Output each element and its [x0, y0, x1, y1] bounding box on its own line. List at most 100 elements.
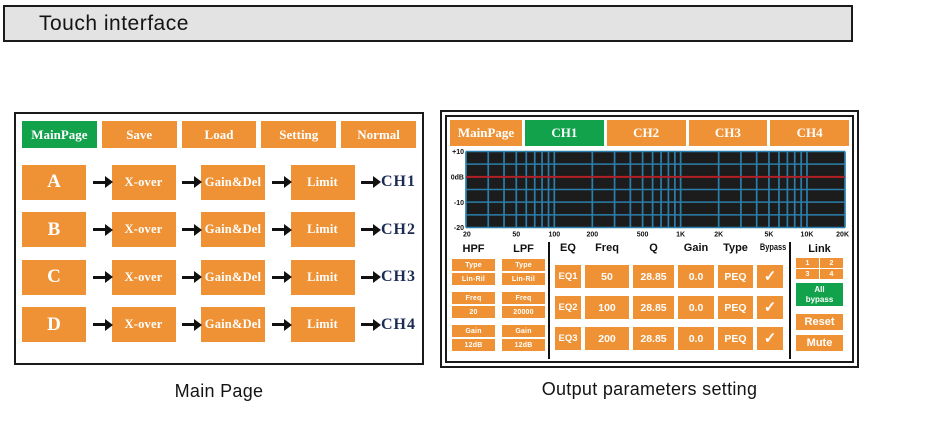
caption-main-page: Main Page — [174, 381, 264, 401]
eq2-gain[interactable]: 0.0 — [678, 296, 714, 319]
hpf-gain-value[interactable]: 12dB — [452, 339, 495, 351]
all-bypass-button[interactable]: All bypass — [796, 283, 843, 306]
limit-button-a[interactable]: Limit — [290, 164, 355, 200]
tab-ch3[interactable]: CH3 — [688, 120, 768, 146]
lpf-header: LPF — [513, 243, 534, 255]
eq3-freq[interactable]: 200 — [585, 327, 629, 350]
hpf-gain-label: Gain — [452, 325, 495, 337]
tab-ch4[interactable]: CH4 — [770, 120, 849, 146]
flow-arrow-icon — [265, 176, 292, 189]
eq1-name[interactable]: EQ1 — [555, 265, 581, 288]
flow-row-a: A X-over Gain&Del Limit CH1 — [22, 164, 416, 200]
gaindel-button-d[interactable]: Gain&Del — [201, 307, 265, 343]
page-title-label: Touch interface — [39, 11, 189, 35]
svg-text:200: 200 — [586, 232, 598, 239]
toolbar-button-normal[interactable]: Normal — [341, 121, 416, 148]
link-ch2-button[interactable]: 2 — [820, 258, 843, 268]
input-c-button[interactable]: C — [22, 259, 86, 295]
eq3-name[interactable]: EQ3 — [555, 327, 581, 350]
eq1-gain[interactable]: 0.0 — [678, 265, 714, 288]
eq3-bypass-toggle[interactable]: ✓ — [757, 327, 783, 350]
link-section: Link 1 2 3 4 All bypass Reset Mute — [795, 242, 844, 351]
hpf-freq-value[interactable]: 20 — [452, 306, 495, 318]
lpf-gain-value[interactable]: 12dB — [502, 339, 545, 351]
flow-row-c: C X-over Gain&Del Limit CH3 — [22, 259, 416, 295]
link-ch4-button[interactable]: 4 — [820, 269, 843, 279]
flow-arrow-icon — [176, 318, 203, 331]
eq3-gain[interactable]: 0.0 — [678, 327, 714, 350]
flow-arrow-icon — [86, 271, 113, 284]
tab-ch2[interactable]: CH2 — [606, 120, 686, 146]
reset-button[interactable]: Reset — [796, 314, 843, 330]
xover-button-b[interactable]: X-over — [111, 212, 176, 248]
hpf-header: HPF — [462, 243, 485, 255]
eq-table: EQ Freq Q Gain Type Bypass EQ1 50 28.85 … — [555, 242, 787, 350]
tab-ch1[interactable]: CH1 — [525, 120, 604, 146]
type-col-header: Type — [723, 242, 748, 254]
all-bypass-line2: bypass — [805, 294, 834, 304]
lpf-freq-value[interactable]: 20000 — [502, 306, 545, 318]
limit-button-c[interactable]: Limit — [290, 259, 355, 295]
toolbar-button-save[interactable]: Save — [101, 121, 177, 148]
eq-response-graph: +10 0dB -10 -20 20 50 100 200 500 1K 2K 5K 10K 20K — [449, 149, 850, 240]
eq2-type[interactable]: PEQ — [718, 296, 753, 319]
gaindel-button-c[interactable]: Gain&Del — [201, 259, 265, 295]
eq3-type[interactable]: PEQ — [718, 327, 753, 350]
eq1-q[interactable]: 28.85 — [633, 265, 674, 288]
svg-text:20K: 20K — [836, 232, 849, 239]
xover-button-c[interactable]: X-over — [111, 259, 176, 295]
output-label-ch2: CH2 — [381, 220, 416, 238]
limit-button-d[interactable]: Limit — [290, 307, 355, 343]
tab-mainpage[interactable]: MainPage — [450, 120, 522, 146]
flow-arrow-icon — [355, 318, 382, 331]
lpf-type-label: Type — [502, 259, 545, 271]
eq1-freq[interactable]: 50 — [585, 265, 629, 288]
link-pair-grid: 1 2 3 4 — [796, 258, 843, 279]
input-d-button[interactable]: D — [22, 307, 86, 343]
input-b-button[interactable]: B — [22, 212, 86, 248]
eq3-q[interactable]: 28.85 — [633, 327, 674, 350]
limit-button-b[interactable]: Limit — [290, 212, 355, 248]
lpf-gain-label: Gain — [502, 325, 545, 337]
svg-text:20: 20 — [463, 232, 471, 239]
gaindel-button-b[interactable]: Gain&Del — [201, 212, 265, 248]
flow-arrow-icon — [176, 176, 203, 189]
freq-col-header: Freq — [595, 242, 619, 254]
xover-button-d[interactable]: X-over — [111, 307, 176, 343]
eq2-freq[interactable]: 100 — [585, 296, 629, 319]
bypass-col-header: Bypass — [759, 242, 787, 253]
flow-row-b: B X-over Gain&Del Limit CH2 — [22, 212, 416, 248]
section-divider — [789, 242, 791, 359]
eq2-q[interactable]: 28.85 — [633, 296, 674, 319]
svg-text:+10: +10 — [452, 149, 464, 156]
hpf-freq-label: Freq — [452, 292, 495, 304]
svg-text:10K: 10K — [801, 232, 814, 239]
toolbar-button-mainpage[interactable]: MainPage — [22, 121, 97, 148]
svg-text:100: 100 — [548, 232, 560, 239]
main-page-toolbar: MainPage Save Load Setting Normal — [22, 121, 416, 148]
eq2-name[interactable]: EQ2 — [555, 296, 581, 319]
mute-button[interactable]: Mute — [796, 335, 843, 351]
svg-text:-20: -20 — [454, 225, 464, 232]
input-a-button[interactable]: A — [22, 164, 86, 200]
gaindel-button-a[interactable]: Gain&Del — [201, 164, 265, 200]
svg-text:-10: -10 — [454, 200, 464, 207]
toolbar-button-setting[interactable]: Setting — [261, 121, 337, 148]
link-ch1-button[interactable]: 1 — [796, 258, 819, 268]
lpf-type-value[interactable]: Lin-Ril — [502, 273, 545, 285]
eq2-bypass-toggle[interactable]: ✓ — [757, 296, 783, 319]
toolbar-button-load[interactable]: Load — [181, 121, 257, 148]
xover-button-a[interactable]: X-over — [111, 164, 176, 200]
gain-col-header: Gain — [683, 242, 709, 254]
hpf-type-value[interactable]: Lin-Ril — [452, 273, 495, 285]
flow-arrow-icon — [86, 318, 113, 331]
flow-arrow-icon — [86, 176, 113, 189]
svg-text:1K: 1K — [676, 232, 685, 239]
link-ch3-button[interactable]: 3 — [796, 269, 819, 279]
eq1-type[interactable]: PEQ — [718, 265, 753, 288]
channel-tabs: MainPage CH1 CH2 CH3 CH4 — [450, 120, 849, 146]
signal-flow-rows: A X-over Gain&Del Limit CH1 B X-over Gai… — [22, 148, 416, 357]
flow-arrow-icon — [355, 271, 382, 284]
eq1-bypass-toggle[interactable]: ✓ — [757, 265, 783, 288]
